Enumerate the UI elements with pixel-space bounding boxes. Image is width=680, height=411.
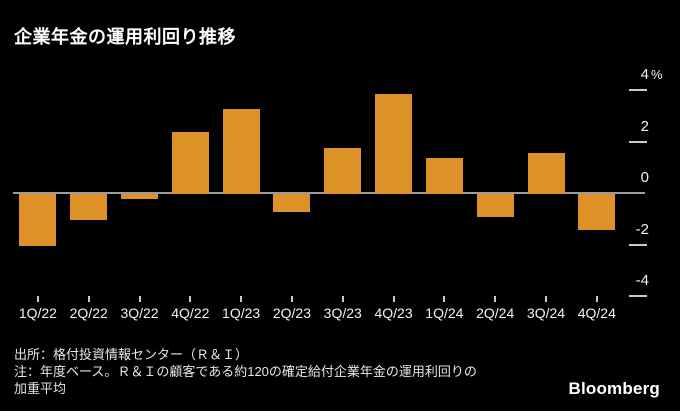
bloomberg-logo: Bloomberg (568, 379, 660, 398)
bar-1q-24 (425, 157, 463, 194)
x-axis-tick (595, 296, 598, 302)
bar-3q-24 (527, 152, 565, 194)
x-axis-label: 4Q/23 (374, 305, 413, 321)
x-axis-label: 2Q/22 (69, 305, 108, 321)
y-axis-label: 4 (640, 66, 649, 84)
source-text: 出所：格付投資情報センター（Ｒ＆Ｉ） (14, 347, 249, 362)
x-axis-tick (138, 296, 141, 302)
chart-title: 企業年金の運用利回り推移 (14, 27, 236, 47)
x-axis-tick (189, 296, 192, 302)
x-axis-label: 3Q/23 (323, 305, 362, 321)
bar-1q-23 (222, 109, 260, 194)
x-axis-label: 3Q/24 (526, 305, 566, 321)
y-axis-label: 0 (640, 169, 649, 187)
bar-2q-24 (476, 194, 514, 218)
x-axis-label: 2Q/24 (476, 305, 515, 321)
y-axis-label: 2 (640, 117, 649, 135)
x-axis-label: 2Q/23 (272, 305, 311, 321)
x-axis-tick (36, 296, 39, 302)
bar-1q-22 (19, 194, 57, 246)
y-axis-tick (629, 89, 647, 92)
y-axis-label: -2 (635, 220, 649, 238)
x-axis-tick (290, 296, 293, 302)
x-axis-label: 4Q/24 (577, 305, 616, 321)
bar-2q-23 (273, 194, 311, 213)
x-axis-tick (341, 296, 344, 302)
y-axis-unit: % (651, 67, 663, 83)
y-axis-tick (629, 140, 647, 143)
x-axis-label: 4Q/22 (171, 305, 210, 321)
bar-2q-22 (70, 194, 108, 220)
x-axis-label: 1Q/22 (18, 305, 57, 321)
note-text-line2: 加重平均 (14, 381, 67, 396)
x-axis-tick (392, 296, 395, 302)
note-text-line1: 注：年度ベース。Ｒ＆Ｉの顧客である約120の確定給付企業年金の運用利回りの (14, 364, 477, 379)
x-axis-label: 1Q/23 (222, 305, 261, 321)
x-axis-tick (240, 296, 243, 302)
bar-3q-22 (121, 194, 159, 200)
x-axis-tick (494, 296, 497, 302)
bar-3q-23 (324, 147, 362, 194)
y-axis-label: -4 (635, 272, 649, 290)
bar-4q-22 (171, 132, 209, 194)
y-axis-tick (629, 295, 647, 298)
x-axis-tick (87, 296, 90, 302)
x-axis-label: 3Q/22 (120, 305, 159, 321)
x-axis-label: 1Q/24 (425, 305, 464, 321)
bar-4q-24 (578, 194, 616, 231)
y-axis-tick (629, 243, 647, 246)
bar-4q-23 (375, 93, 413, 194)
x-axis-tick (443, 296, 446, 302)
x-axis-tick (545, 296, 547, 302)
